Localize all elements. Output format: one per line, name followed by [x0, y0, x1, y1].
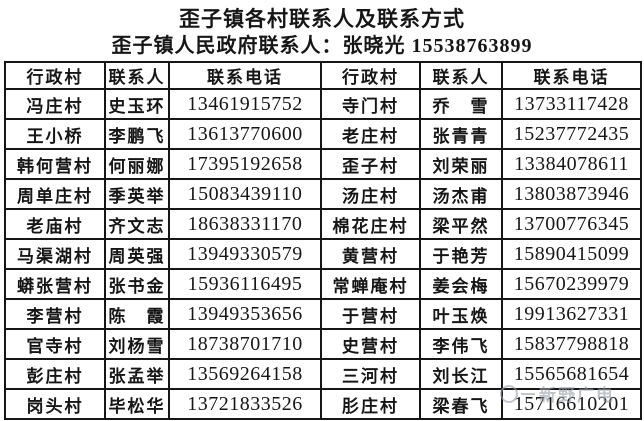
- phone-cell: 13700776345: [501, 208, 642, 240]
- village-cell: 蟒张营村: [4, 268, 106, 300]
- village-cell: 歪子村: [320, 148, 421, 180]
- phone-cell: 15936116495: [168, 268, 322, 300]
- phone-cell: 19913627331: [501, 298, 642, 330]
- contact-cell: 汤杰甫: [419, 178, 503, 210]
- government-contact-line: 歪子镇人民政府联系人：张晓光 15538763899: [111, 35, 533, 57]
- table-row: 周单庄村 季英举 15083439110 汤庄村 汤杰甫 13803873946: [4, 178, 642, 210]
- village-cell: 三河村: [320, 358, 421, 390]
- phone-cell: 13803873946: [501, 178, 642, 210]
- phone-cell: 15083439110: [168, 178, 322, 210]
- page-title: 歪子镇各村联系人及联系方式: [179, 7, 465, 31]
- contact-cell: 周英强: [104, 238, 170, 270]
- table-row: 冯庄村 史玉环 13461915752 寺门村 乔 雪 13733117428: [4, 88, 642, 120]
- phone-cell: 13949353656: [168, 298, 322, 330]
- village-cell: 冯庄村: [4, 88, 106, 120]
- col-header-phone-left: 联系电话: [168, 61, 322, 90]
- table-row: 官寺村 刘杨雪 18738701710 史营村 李伟飞 15837798818: [4, 328, 642, 360]
- contact-cell: 史玉环: [104, 88, 170, 120]
- village-cell: 肜庄村: [320, 388, 421, 420]
- phone-cell: 17395192658: [168, 148, 322, 180]
- phone-cell: 15565681654: [501, 358, 642, 390]
- table-row: 王小桥 李鹏飞 13613770600 老庄村 张青青 15237772435: [4, 118, 642, 150]
- table-row: 蟒张营村 张书金 15936116495 常蝉庵村 姜会梅 1567023997…: [4, 268, 642, 300]
- village-cell: 彭庄村: [4, 358, 106, 390]
- contact-cell: 李伟飞: [419, 328, 503, 360]
- contact-cell: 梁平然: [419, 208, 503, 240]
- table-row: 马渠湖村 周英强 13949330579 黄营村 于艳芳 15890415099: [4, 238, 642, 270]
- phone-cell: 13733117428: [501, 88, 642, 120]
- phone-cell: 15716610201: [501, 388, 642, 420]
- village-cell: 李营村: [4, 298, 106, 330]
- table-row: 李营村 陈 霞 13949353656 于营村 叶玉焕 19913627331: [4, 298, 642, 330]
- village-cell: 老庄村: [320, 118, 421, 150]
- contact-cell: 梁春飞: [419, 388, 503, 420]
- contacts-table: 行政村 联系人 联系电话 行政村 联系人 联系电话 冯庄村 史玉环 134619…: [4, 61, 642, 420]
- village-cell: 黄营村: [320, 238, 421, 270]
- contact-cell: 姜会梅: [419, 268, 503, 300]
- contact-cell: 刘荣丽: [419, 148, 503, 180]
- village-cell: 韩何营村: [4, 148, 106, 180]
- contact-cell: 刘长江: [419, 358, 503, 390]
- contact-cell: 于艳芳: [419, 238, 503, 270]
- contact-cell: 张书金: [104, 268, 170, 300]
- village-cell: 于营村: [320, 298, 421, 330]
- phone-cell: 13949330579: [168, 238, 322, 270]
- table-row: 老庙村 齐文志 18638331170 棉花庄村 梁平然 13700776345: [4, 208, 642, 240]
- phone-cell: 15237772435: [501, 118, 642, 150]
- village-cell: 马渠湖村: [4, 238, 106, 270]
- contact-cell: 毕松华: [104, 388, 170, 420]
- phone-cell: 13461915752: [168, 88, 322, 120]
- phone-cell: 13569264158: [168, 358, 322, 390]
- contact-cell: 叶玉焕: [419, 298, 503, 330]
- village-cell: 史营村: [320, 328, 421, 360]
- contact-cell: 何丽娜: [104, 148, 170, 180]
- village-cell: 周单庄村: [4, 178, 106, 210]
- phone-cell: 13721833526: [168, 388, 322, 420]
- col-header-village-left: 行政村: [4, 61, 106, 90]
- table-row: 岗头村 毕松华 13721833526 肜庄村 梁春飞 15716610201: [4, 388, 642, 420]
- village-cell: 汤庄村: [320, 178, 421, 210]
- village-cell: 官寺村: [4, 328, 106, 360]
- village-cell: 王小桥: [4, 118, 106, 150]
- col-header-phone-right: 联系电话: [501, 61, 642, 90]
- phone-cell: 15837798818: [501, 328, 642, 360]
- table-row: 韩何营村 何丽娜 17395192658 歪子村 刘荣丽 13384078611: [4, 148, 642, 180]
- contact-cell: 陈 霞: [104, 298, 170, 330]
- village-cell: 岗头村: [4, 388, 106, 420]
- contact-cell: 乔 雪: [419, 88, 503, 120]
- phone-cell: 18638331170: [168, 208, 322, 240]
- village-cell: 棉花庄村: [320, 208, 421, 240]
- village-cell: 老庙村: [4, 208, 106, 240]
- table-row: 彭庄村 张孟举 13569264158 三河村 刘长江 15565681654: [4, 358, 642, 390]
- village-cell: 常蝉庵村: [320, 268, 421, 300]
- contact-cell: 张青青: [419, 118, 503, 150]
- contact-cell: 齐文志: [104, 208, 170, 240]
- contact-cell: 张孟举: [104, 358, 170, 390]
- col-header-contact-left: 联系人: [104, 61, 170, 90]
- col-header-village-right: 行政村: [320, 61, 421, 90]
- phone-cell: 13613770600: [168, 118, 322, 150]
- header-row: 行政村 联系人 联系电话 行政村 联系人 联系电话: [4, 61, 642, 90]
- contact-cell: 季英举: [104, 178, 170, 210]
- phone-cell: 15890415099: [501, 238, 642, 270]
- phone-cell: 15670239979: [501, 268, 642, 300]
- village-cell: 寺门村: [320, 88, 421, 120]
- phone-cell: 13384078611: [501, 148, 642, 180]
- contact-cell: 刘杨雪: [104, 328, 170, 360]
- col-header-contact-right: 联系人: [419, 61, 503, 90]
- contact-cell: 李鹏飞: [104, 118, 170, 150]
- phone-cell: 18738701710: [168, 328, 322, 360]
